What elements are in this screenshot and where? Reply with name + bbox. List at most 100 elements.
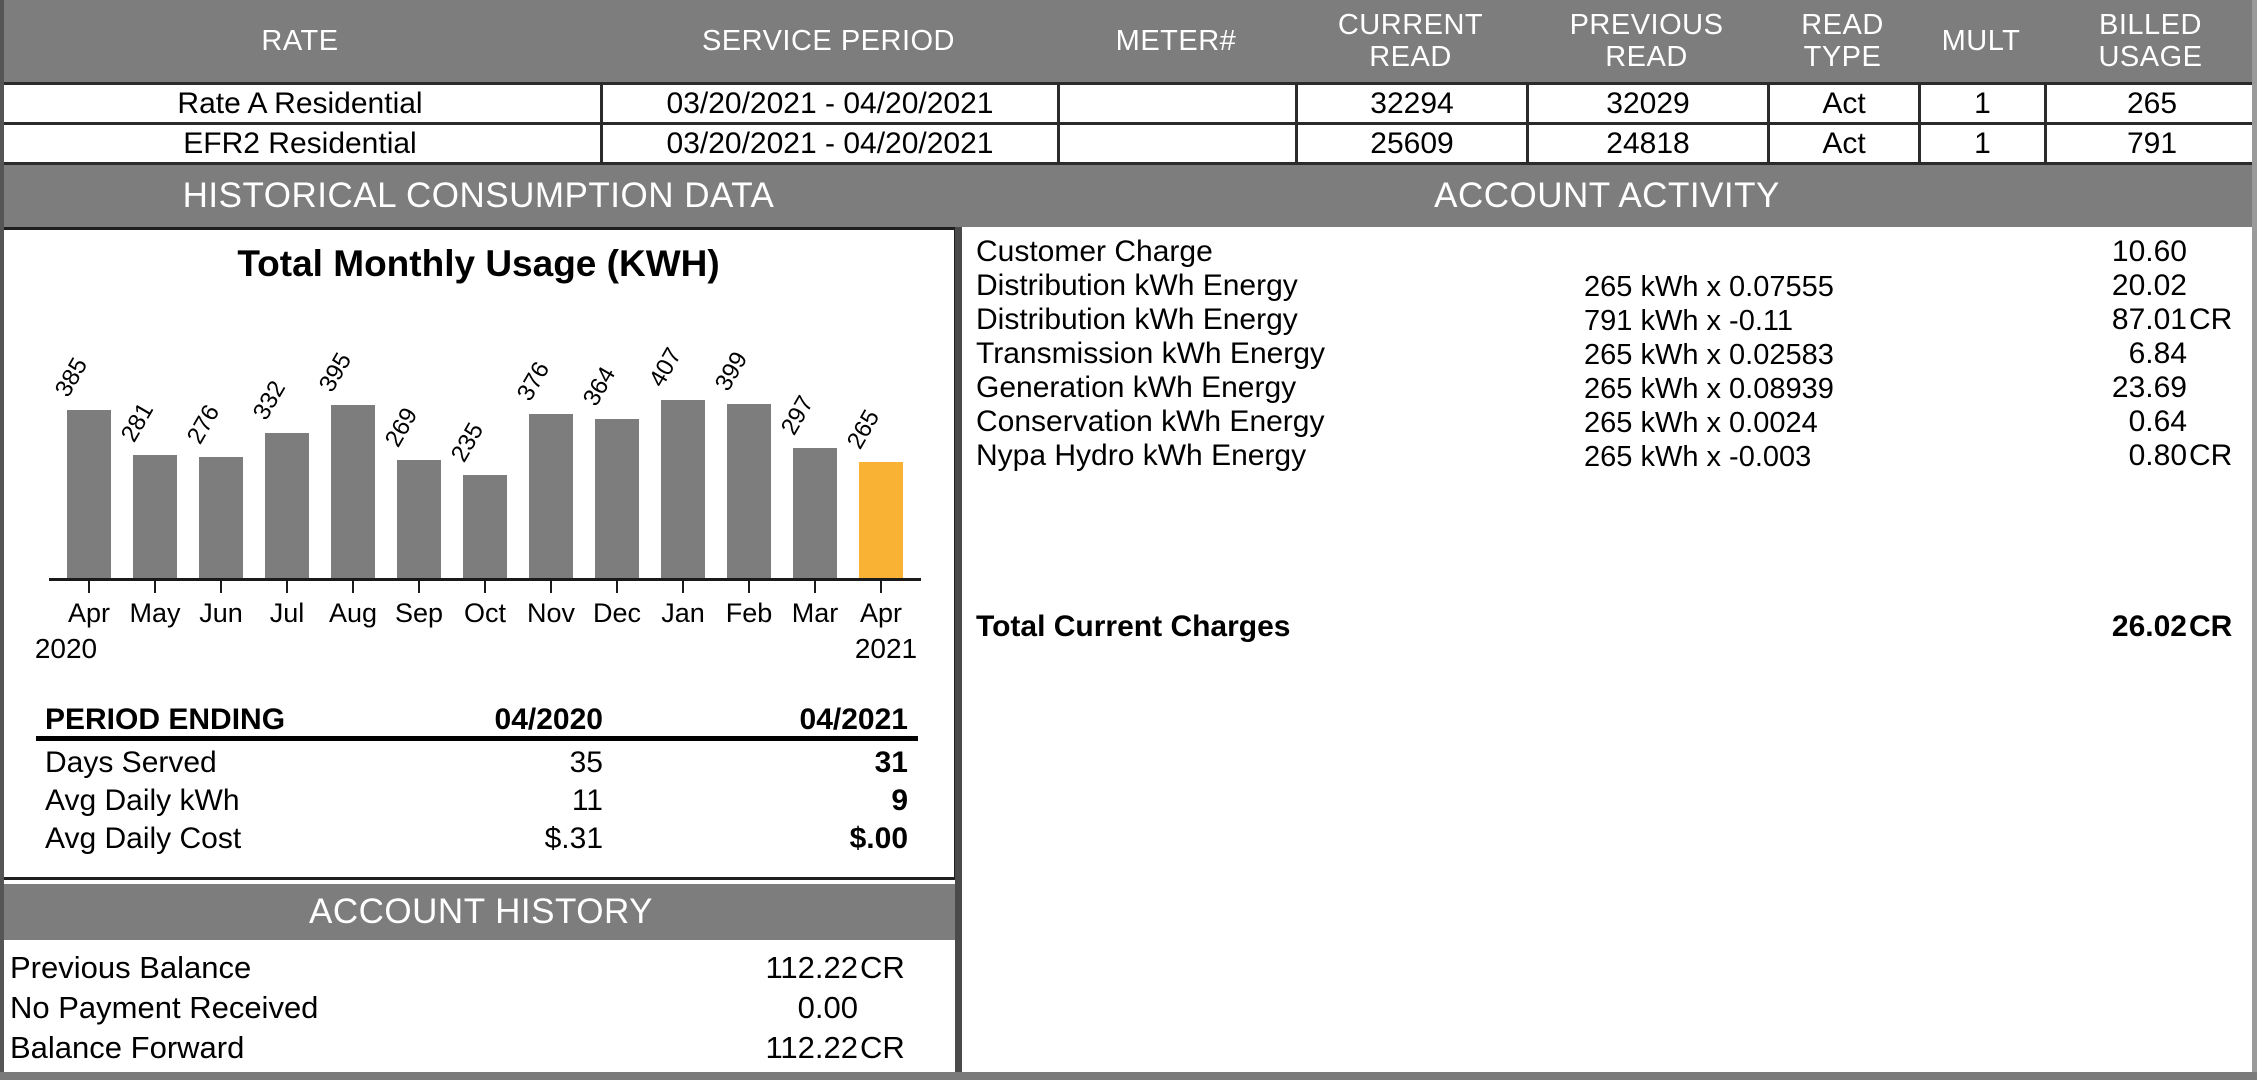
history-label: No Payment Received <box>10 990 319 1025</box>
bar <box>463 475 507 578</box>
bar-value-label: 385 <box>49 353 94 402</box>
period-table-row: Avg Daily kWh 11 9 <box>3 784 954 818</box>
meter-table-row: EFR2 Residential 03/20/2021 - 04/20/2021 2… <box>0 125 2257 165</box>
meter-header-cell: CURRENT READ <box>1337 8 1484 73</box>
activity-description: Transmission kWh Energy <box>976 337 1325 370</box>
bar-value-label: 269 <box>379 403 424 452</box>
axis-tick <box>814 581 816 593</box>
period-table-row: Avg Daily Cost $.31 $.00 <box>3 822 954 856</box>
bar-value-label: 407 <box>643 343 688 392</box>
meter-header-cell: PREVIOUS READ <box>1569 8 1724 73</box>
period-table-header: PERIOD ENDING 04/2020 04/2021 <box>3 703 954 737</box>
activity-amount: 0.80 <box>2128 439 2187 472</box>
period-table-underline <box>36 736 918 741</box>
bar-value-label: 276 <box>181 400 226 449</box>
period-header-label: PERIOD ENDING <box>45 703 286 736</box>
axis-tick <box>616 581 618 593</box>
bar-value-label: 364 <box>577 362 622 411</box>
bar <box>529 414 573 578</box>
section-title-historical-consumption: HISTORICAL CONSUMPTION DATA <box>182 176 775 215</box>
section-bar: HISTORICAL CONSUMPTION DATA ACCOUNT ACTI… <box>0 165 2257 227</box>
history-label: Previous Balance <box>10 950 252 985</box>
month-label: Dec <box>592 598 641 628</box>
page-bottom-edge <box>0 1072 2257 1080</box>
meter-cell: 32029 <box>1526 85 1767 122</box>
month-label: Nov <box>526 598 575 628</box>
bar <box>265 433 309 578</box>
activity-calculation: 265 kWh x 0.07555 <box>1584 271 1834 303</box>
activity-row: Distribution kWh Energy 791 kWh x -0.11 87… <box>962 303 2257 337</box>
bar <box>595 419 639 578</box>
activity-calculation: 265 kWh x 0.02583 <box>1584 339 1834 371</box>
axis-tick <box>220 581 222 593</box>
activity-amount: 87.01 <box>2111 303 2187 336</box>
activity-cr-suffix: CR <box>2189 303 2233 336</box>
meter-cell <box>1057 85 1295 122</box>
axis-tick <box>352 581 354 593</box>
section-title-account-history: ACCOUNT HISTORY <box>0 884 962 940</box>
activity-row: Conservation kWh Energy 265 kWh x 0.0024 0… <box>962 405 2257 439</box>
meter-header-cell: SERVICE PERIOD <box>701 24 956 57</box>
bar-value-label: 395 <box>313 348 358 397</box>
activity-amount: 20.02 <box>2111 269 2187 302</box>
page-left-edge <box>0 0 4 1080</box>
activity-amount: 6.84 <box>2128 337 2187 370</box>
bar-value-label: 235 <box>445 418 490 467</box>
activity-description: Generation kWh Energy <box>976 371 1297 404</box>
meter-cell: 03/20/2021 - 04/20/2021 <box>600 125 1057 162</box>
history-cr-suffix: CR <box>860 950 905 985</box>
total-current-charges-amount: 26.02 <box>2111 610 2187 643</box>
axis-tick <box>88 581 90 593</box>
period-value-2020: 11 <box>571 784 603 817</box>
history-cr-suffix: CR <box>860 1030 905 1065</box>
section-title-account-activity: ACCOUNT ACTIVITY <box>1434 176 1780 215</box>
meter-cell: 03/20/2021 - 04/20/2021 <box>600 85 1057 122</box>
bar <box>397 460 441 578</box>
activity-description: Distribution kWh Energy <box>976 303 1298 336</box>
activity-row: Distribution kWh Energy 265 kWh x 0.07555… <box>962 269 2257 303</box>
meter-table-row: Rate A Residential 03/20/2021 - 04/20/202… <box>0 85 2257 125</box>
meter-table-rows: Rate A Residential 03/20/2021 - 04/20/202… <box>0 82 2257 165</box>
month-label: Jul <box>269 598 305 628</box>
axis-tick <box>880 581 882 593</box>
bar-value-label: 376 <box>511 357 556 406</box>
meter-cell: 32294 <box>1295 85 1526 122</box>
meter-cell: 1 <box>1918 85 2044 122</box>
meter-cell: EFR2 Residential <box>183 126 417 160</box>
page-right-edge <box>2252 0 2257 1080</box>
panel-divider <box>955 227 962 1080</box>
period-row-label: Days Served <box>45 746 217 779</box>
history-amount: 0.00 <box>797 990 858 1025</box>
period-value-2020: 35 <box>569 746 603 779</box>
meter-cell: Act <box>1767 125 1918 162</box>
meter-header-cell: MULT <box>1941 24 2021 57</box>
activity-row: Generation kWh Energy 265 kWh x 0.08939 23… <box>962 371 2257 405</box>
meter-cell: Rate A Residential <box>177 86 423 120</box>
month-label: Feb <box>725 598 773 628</box>
activity-calculation: 265 kWh x 0.08939 <box>1584 373 1834 405</box>
month-label: May <box>129 598 181 628</box>
total-current-charges-label: Total Current Charges <box>976 610 1291 643</box>
period-value-2021: 9 <box>891 784 908 817</box>
period-row-label: Avg Daily Cost <box>45 822 242 855</box>
month-label: Jan <box>661 598 705 628</box>
bar-value-label: 297 <box>775 391 820 440</box>
account-activity-panel: Customer Charge 10.60 Distribution kWh Ene… <box>962 227 2257 1080</box>
activity-row: Transmission kWh Energy 265 kWh x 0.02583… <box>962 337 2257 371</box>
bar <box>859 462 903 578</box>
activity-description: Distribution kWh Energy <box>976 269 1298 302</box>
meter-cell: 1 <box>1918 125 2044 162</box>
bar <box>133 455 177 578</box>
activity-description: Conservation kWh Energy <box>976 405 1325 438</box>
history-amount: 112.22 <box>765 1030 858 1065</box>
bar <box>67 410 111 578</box>
bar-value-label: 399 <box>709 347 754 396</box>
axis-tick <box>154 581 156 593</box>
activity-calculation: 265 kWh x -0.003 <box>1584 441 1812 473</box>
bar-chart: 385 Apr 281 May 276 Jun 332 Jul 395 Aug 269 Sep 235 O… <box>3 230 954 877</box>
historical-consumption-panel: Total Monthly Usage (KWH) 385 Apr 281 May 27… <box>0 227 957 880</box>
axis-tick <box>418 581 420 593</box>
axis-tick <box>286 581 288 593</box>
activity-row: Customer Charge 10.60 <box>962 235 2257 269</box>
period-value-2020: $.31 <box>544 822 603 855</box>
